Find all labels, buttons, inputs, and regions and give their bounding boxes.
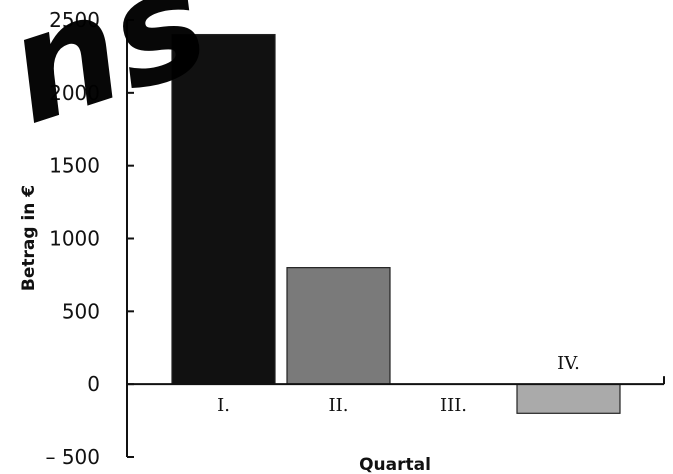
y-axis-title: Betrag in € xyxy=(19,185,39,291)
y-tick-label: 2000 xyxy=(49,81,100,105)
bar-2 xyxy=(286,267,391,385)
y-tick-label: – 500 xyxy=(45,445,100,469)
plot-area: 2500 2000 1500 1000 500 0 – 500 I. II. III. IV. xyxy=(45,8,665,469)
category-label: IV. xyxy=(557,353,580,374)
category-label: II. xyxy=(329,395,349,416)
bar-4 xyxy=(516,383,621,414)
y-tick-label: 0 xyxy=(87,372,100,396)
y-tick-label: 500 xyxy=(62,299,100,323)
category-label: I. xyxy=(217,395,230,416)
y-tick-label: 1500 xyxy=(49,154,100,178)
y-tick-label: 1000 xyxy=(49,227,100,251)
category-label: III. xyxy=(440,395,467,416)
x-axis-title: Quartal xyxy=(359,455,431,474)
y-tick-label: 2500 xyxy=(49,8,100,32)
bar-1 xyxy=(171,33,276,385)
